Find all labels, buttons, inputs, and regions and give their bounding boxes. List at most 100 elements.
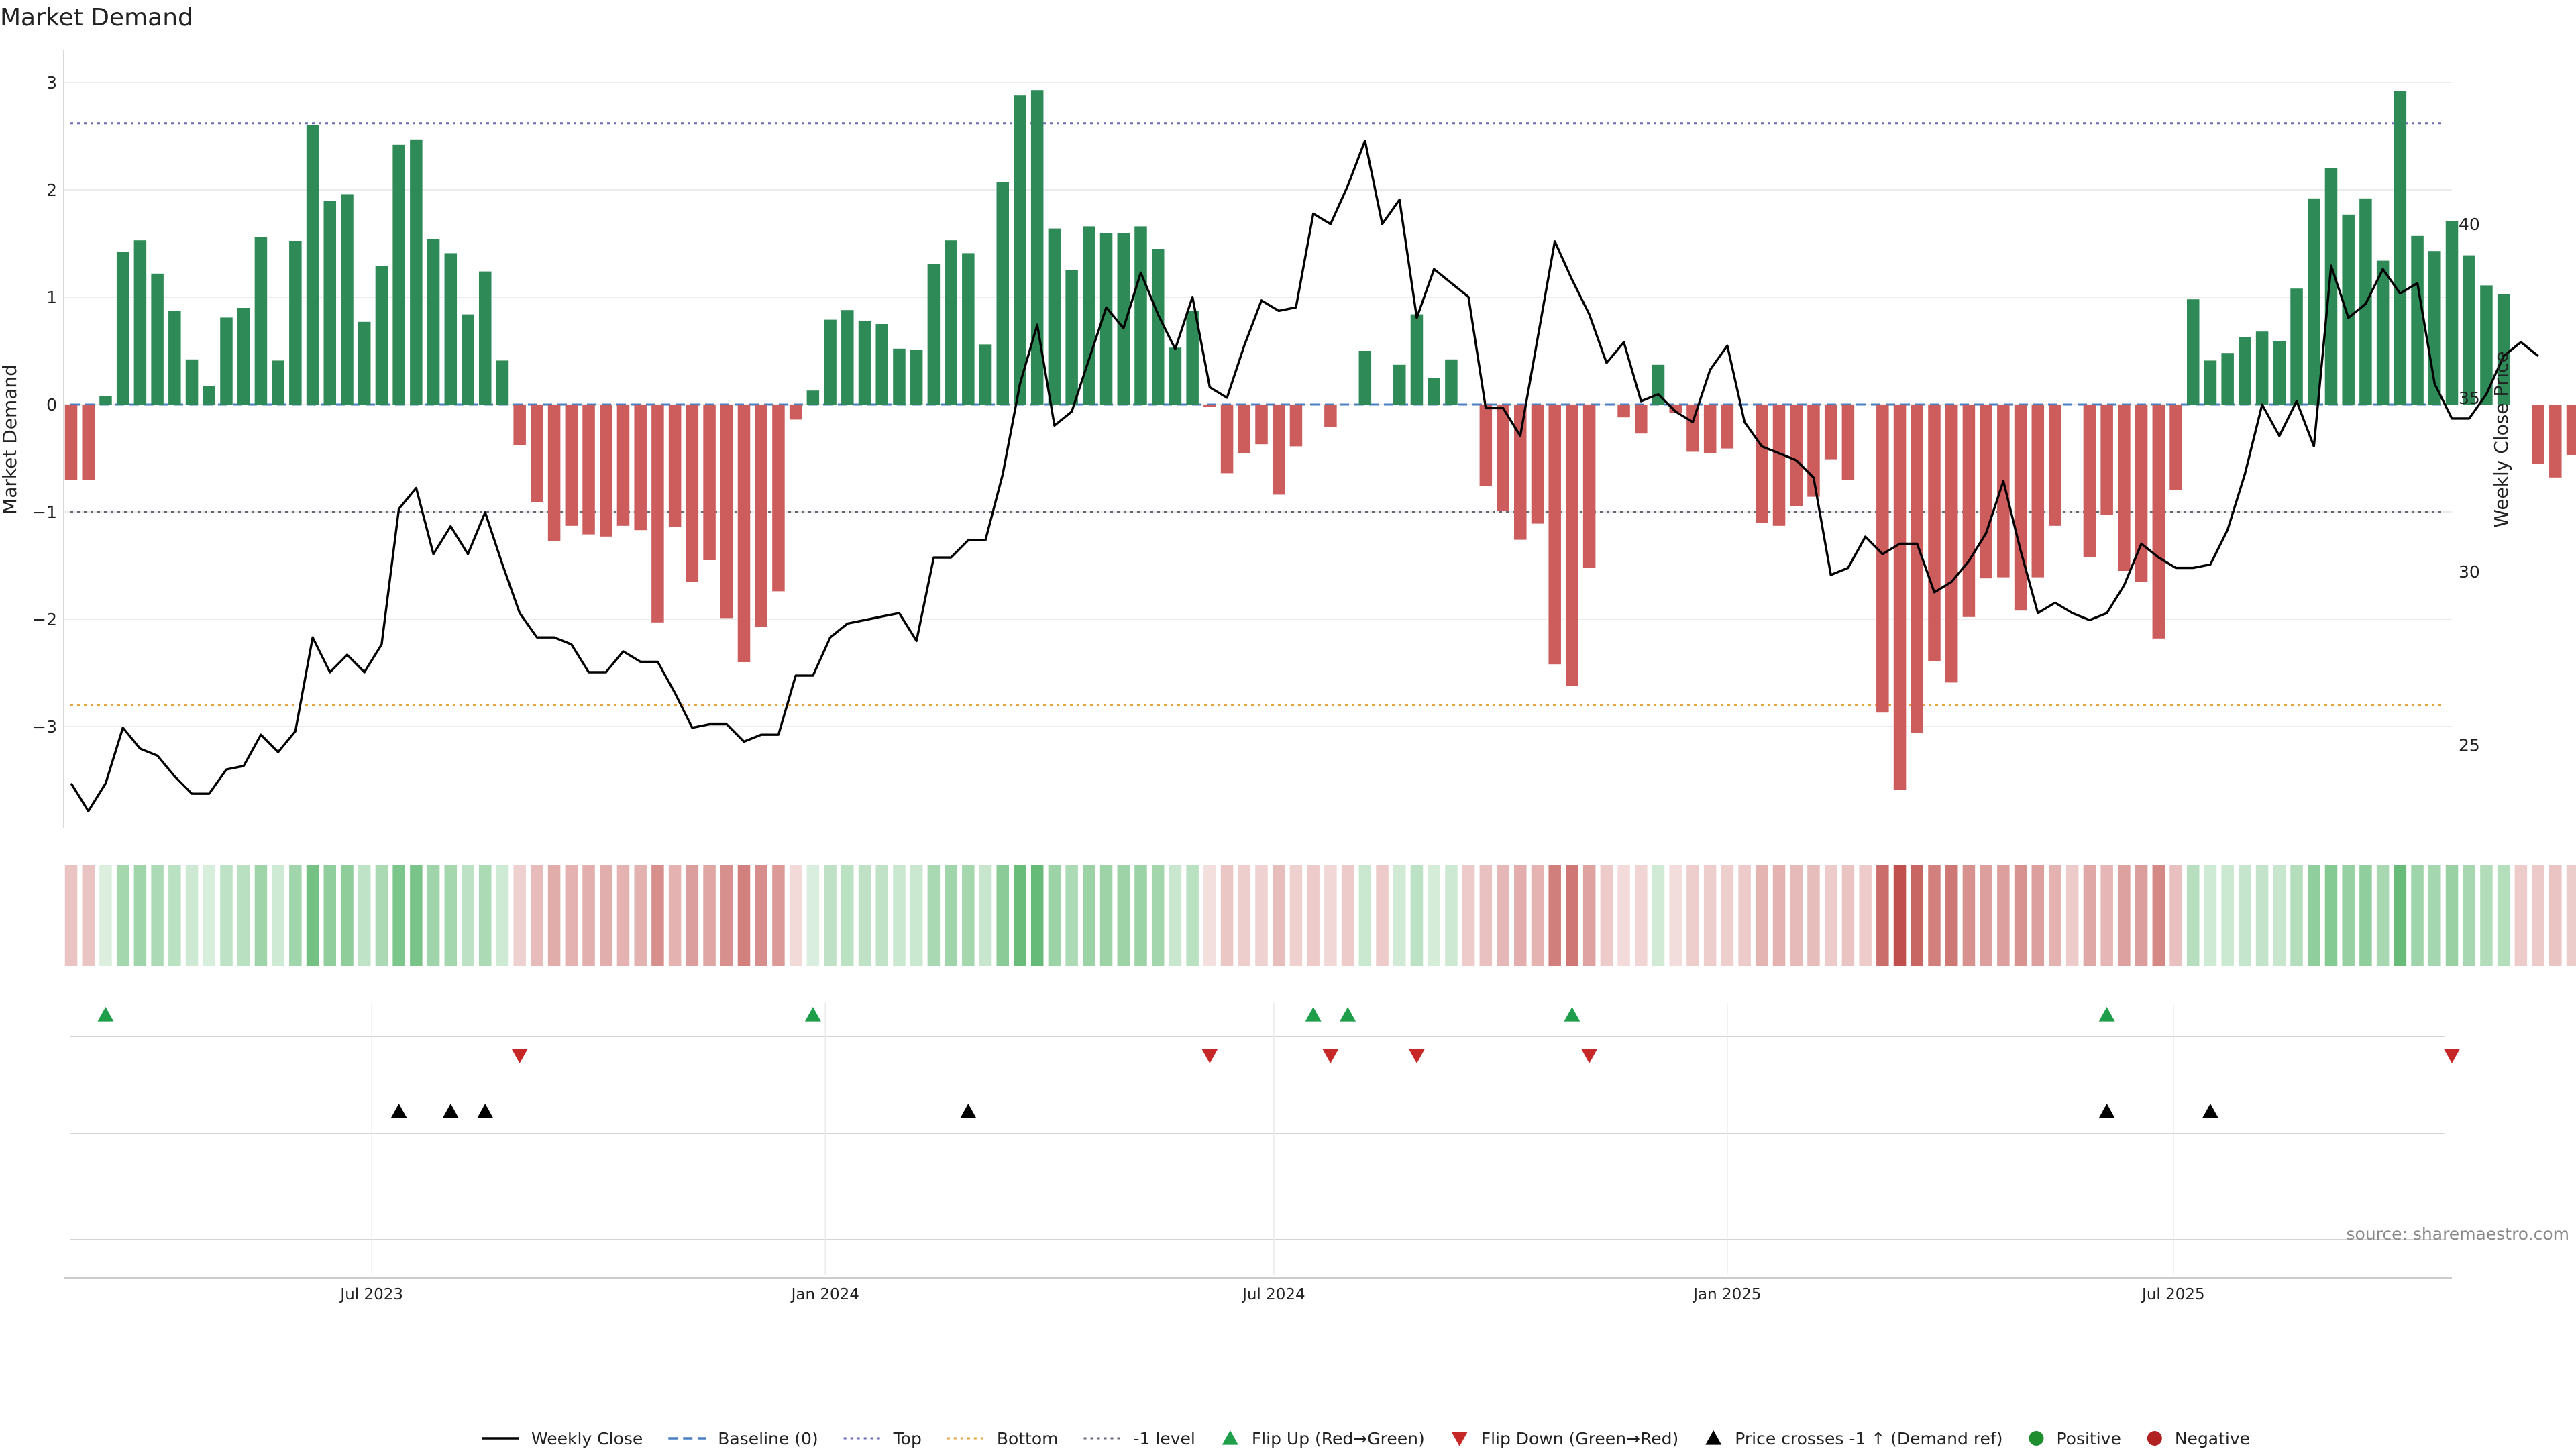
legend-item-baseline: Baseline (0) — [668, 1429, 818, 1448]
heat-cell — [185, 865, 199, 966]
heat-cell — [2169, 865, 2182, 966]
flip-down-marker — [1408, 1049, 1425, 1063]
heat-cell — [203, 865, 216, 966]
heat-cell — [841, 865, 854, 966]
flip-up-marker — [1340, 1007, 1356, 1022]
price-cross-marker — [960, 1104, 977, 1118]
heat-cell — [2239, 865, 2251, 966]
price-line — [70, 139, 2539, 812]
demand-bar — [323, 201, 337, 405]
heat-cell — [237, 865, 250, 966]
heat-cell — [444, 865, 458, 966]
heat-cell — [1341, 865, 1354, 966]
heat-cell — [2186, 865, 2200, 966]
legend-label: Positive — [2056, 1429, 2121, 1448]
heat-cell — [2428, 865, 2441, 966]
heat-cell — [1635, 865, 1648, 966]
demand-bar — [1186, 311, 1199, 405]
legend-label: Flip Down (Green→Red) — [1481, 1429, 1679, 1448]
heat-cell — [1083, 865, 1095, 966]
heat-cell — [2255, 865, 2269, 966]
heat-cell — [1686, 865, 1699, 966]
heat-cell — [1358, 865, 1372, 966]
heat-cell — [1238, 865, 1251, 966]
demand-bar — [962, 253, 975, 405]
y-tick-label: −1 — [32, 502, 57, 522]
demand-bar — [979, 344, 992, 405]
heat-cell — [547, 865, 561, 966]
demand-bar — [824, 319, 837, 405]
heat-cell — [392, 865, 405, 966]
demand-bar — [1255, 405, 1268, 445]
heat-cell — [2065, 865, 2079, 966]
demand-bar — [531, 405, 543, 502]
demand-bar — [410, 139, 423, 405]
heat-cell — [927, 865, 941, 966]
y-tick-label: 0 — [46, 395, 57, 415]
heat-cell — [1997, 865, 2010, 966]
legend-item-flip-down: Flip Down (Green→Red) — [1451, 1429, 1679, 1448]
heat-cell — [1566, 865, 1578, 966]
heat-cell — [99, 865, 112, 966]
heat-cell — [616, 865, 630, 966]
demand-bar — [703, 405, 716, 560]
legend-item-negative: Negative — [2147, 1429, 2250, 1448]
demand-bar — [2445, 221, 2459, 405]
heat-cell — [1928, 865, 1941, 966]
demand-bar — [2169, 405, 2182, 490]
flip-up-marker — [97, 1007, 114, 1022]
heat-cell — [220, 865, 233, 966]
heat-cell — [478, 865, 492, 966]
heat-cell — [2031, 865, 2045, 966]
demand-bar — [2480, 285, 2493, 405]
legend-label: Weekly Close — [531, 1429, 643, 1448]
heat-cell — [565, 865, 578, 966]
price-cross-marker — [2202, 1104, 2218, 1118]
heat-cell — [358, 865, 371, 966]
heat-cell — [1911, 865, 1924, 966]
flip-up-marker — [2098, 1007, 2115, 1022]
demand-bar — [2100, 405, 2113, 515]
demand-bar — [99, 396, 112, 405]
heat-cell — [2221, 865, 2234, 966]
flip-down-marker — [1322, 1049, 1339, 1063]
y2-tick-label: 25 — [2459, 736, 2480, 755]
demand-bar — [2376, 260, 2390, 405]
heat-cell — [427, 865, 440, 966]
heat-cell — [686, 865, 699, 966]
demand-bar — [875, 324, 888, 405]
heat-cell — [1807, 865, 1820, 966]
demand-bar — [1566, 405, 1578, 686]
flip-down-marker — [1581, 1049, 1598, 1063]
demand-bar — [1134, 226, 1147, 405]
heat-cell — [1790, 865, 1803, 966]
heat-cell — [341, 865, 354, 966]
demand-bar — [392, 144, 405, 405]
demand-bar — [1203, 405, 1216, 407]
heat-cell — [2376, 865, 2390, 966]
demand-bar — [1324, 405, 1337, 427]
demand-bar — [2118, 405, 2131, 571]
demand-bar — [996, 182, 1010, 405]
y-tick-label: 1 — [46, 288, 57, 307]
heat-cell — [1272, 865, 1285, 966]
x-tick-label: Jul 2025 — [2141, 1286, 2205, 1303]
chart-title: Market Demand — [0, 4, 193, 32]
demand-bar — [634, 405, 647, 531]
demand-bar — [2204, 360, 2217, 405]
legend-item-weekly-close: Weekly Close — [482, 1429, 643, 1448]
heat-cell — [1048, 865, 1061, 966]
heat-cell — [1841, 865, 1855, 966]
y-tick-label: 3 — [46, 73, 57, 93]
flip-up-marker — [804, 1007, 821, 1022]
demand-bar — [910, 350, 923, 405]
y2-tick-label: 40 — [2459, 215, 2480, 234]
demand-bars — [64, 90, 2576, 790]
legend-label: -1 level — [1134, 1429, 1195, 1448]
legend-symbol — [1451, 1432, 1468, 1446]
demand-bar — [1117, 233, 1130, 405]
demand-bar — [1635, 405, 1648, 434]
heat-cell — [1669, 865, 1682, 966]
demand-bar — [1790, 405, 1803, 506]
